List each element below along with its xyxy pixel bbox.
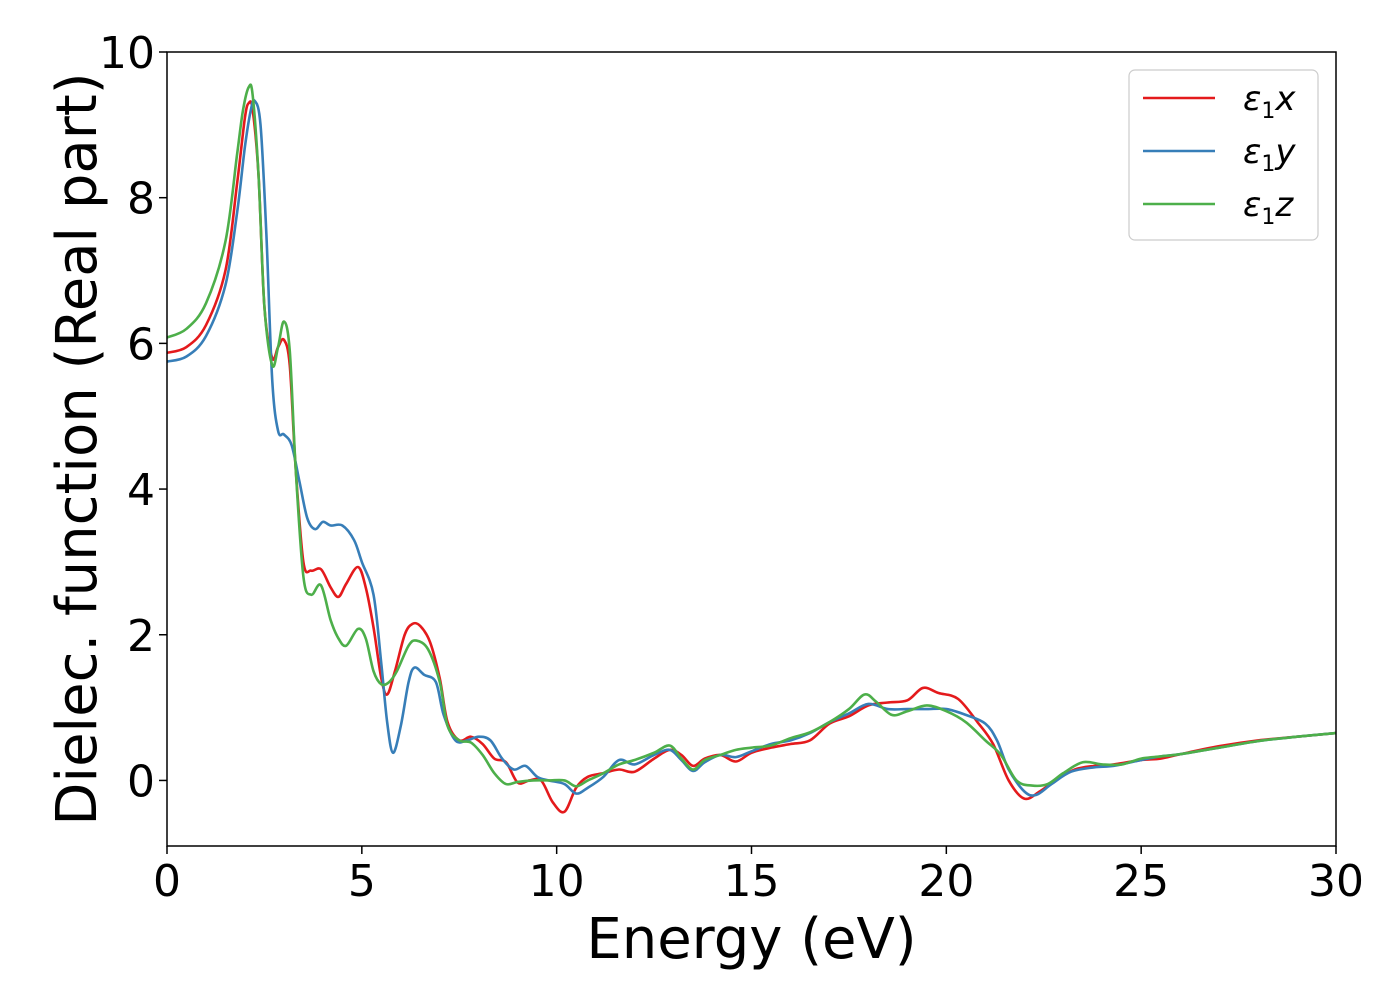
- legend-label: ε1x: [1243, 79, 1296, 124]
- x-axis-title: Energy (eV): [586, 907, 916, 972]
- legend-entry-z: ε1z: [1143, 185, 1294, 230]
- legend-box: [1128, 69, 1319, 241]
- y-tick-label: 6: [127, 319, 155, 370]
- x-tick-label: 20: [918, 856, 974, 907]
- x-tick-label: 0: [153, 856, 181, 907]
- x-tick-label: 30: [1308, 856, 1364, 907]
- legend: ε1x ε1y ε1z: [1128, 69, 1319, 241]
- legend-entry-x: ε1x: [1143, 79, 1296, 124]
- y-tick-label: 10: [99, 28, 155, 79]
- y-tick-label: 8: [127, 174, 155, 225]
- legend-label: ε1y: [1243, 132, 1296, 177]
- legend-entry-y: ε1y: [1143, 132, 1296, 177]
- series-layer: [167, 83, 1336, 814]
- y-tick-label: 2: [127, 611, 155, 662]
- x-axis-ticks: 0 5 10 15 20 25 30: [153, 846, 1364, 907]
- y-tick-label: 4: [127, 465, 155, 516]
- series-line-z: [167, 83, 1336, 788]
- x-tick-label: 10: [529, 856, 585, 907]
- x-tick-label: 25: [1113, 856, 1169, 907]
- x-tick-label: 5: [348, 856, 376, 907]
- x-tick-label: 15: [724, 856, 780, 907]
- y-axis-title: Dielec. function (Real part): [45, 72, 110, 825]
- legend-label: ε1z: [1243, 185, 1294, 230]
- y-tick-label: 0: [127, 756, 155, 807]
- y-axis-ticks: 0 2 4 6 8 10: [99, 28, 167, 807]
